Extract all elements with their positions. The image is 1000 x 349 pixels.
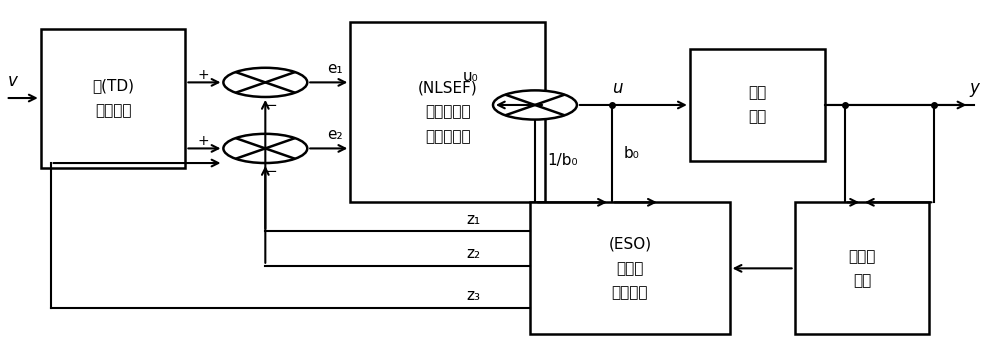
Text: +: + [198,68,209,82]
Text: e₁: e₁ [327,61,343,76]
Text: b₀: b₀ [624,146,640,161]
Circle shape [223,134,307,163]
Text: y: y [969,79,979,97]
Bar [350,22,545,202]
Text: u: u [612,79,622,97]
Text: −: − [264,98,277,113]
Text: 1/b₀: 1/b₀ [547,154,578,169]
Text: 扩张状态: 扩张状态 [612,285,648,300]
Bar [690,49,825,161]
Bar [41,29,185,168]
Text: 跟踪微分: 跟踪微分 [95,103,131,118]
Text: z₃: z₃ [466,288,480,303]
Text: 触发器: 触发器 [848,249,876,264]
Circle shape [493,90,577,120]
Bar [795,202,929,334]
Bar [530,202,730,334]
Text: 器(TD): 器(TD) [92,79,134,94]
Text: −: − [264,164,277,179]
Text: z₂: z₂ [466,246,480,261]
Text: (NLSEF): (NLSEF) [418,80,477,95]
Text: 对象: 对象 [748,85,766,100]
Text: 反馈控制律: 反馈控制律 [425,104,470,119]
Text: u₀: u₀ [462,69,478,84]
Text: 事件: 事件 [853,273,871,288]
Text: 被控: 被控 [748,110,766,125]
Text: 观测器: 观测器 [616,261,644,276]
Text: z₁: z₁ [466,212,480,227]
Text: 非线性误差: 非线性误差 [425,129,470,144]
Text: v: v [8,72,18,90]
Text: (ESO): (ESO) [608,237,651,252]
Circle shape [223,68,307,97]
Text: e₂: e₂ [327,127,343,142]
Text: +: + [198,134,209,148]
